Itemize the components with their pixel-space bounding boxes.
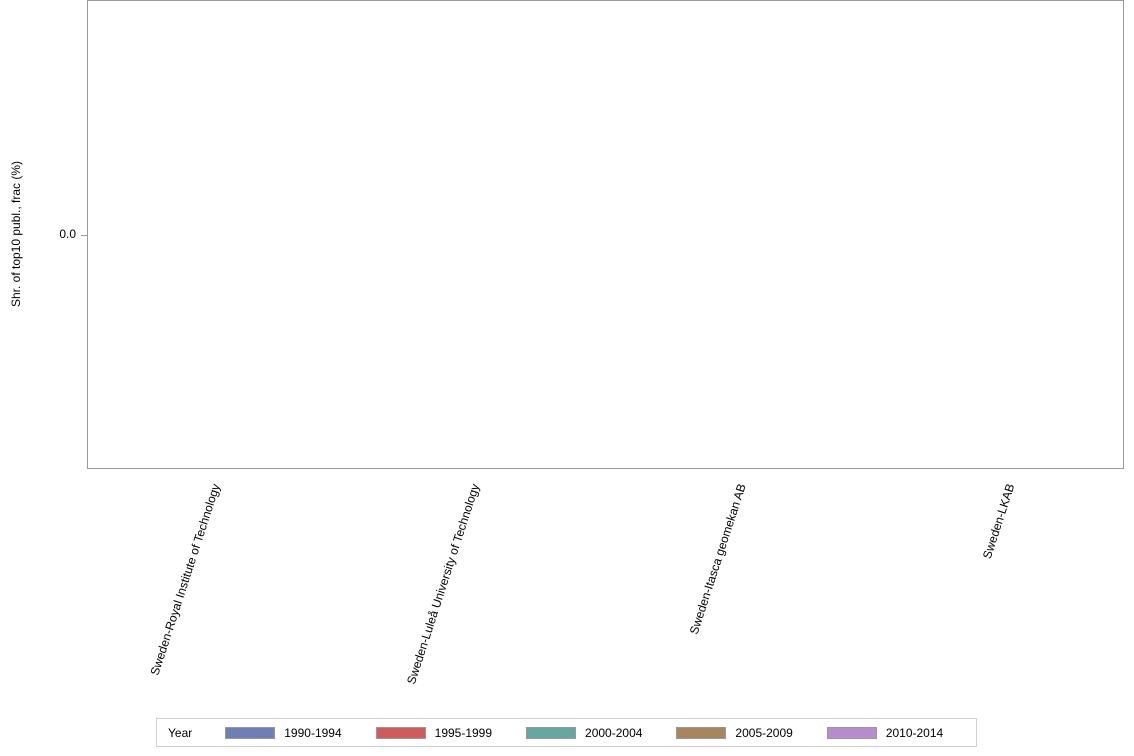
legend-swatch — [225, 726, 276, 739]
y-axis-title: Shr. of top10 publ., frac (%) — [9, 160, 23, 308]
legend-label: 1990-1994 — [284, 725, 342, 740]
legend-label: 2000-2004 — [585, 725, 643, 740]
legend-item-1995-1999: 1995-1999 — [375, 725, 493, 740]
y-tick-label: 0.0 — [59, 227, 76, 241]
legend-label: 2005-2009 — [735, 725, 793, 740]
x-label-itasca-geomekan: Sweden-Itasca geomekan AB — [686, 482, 749, 637]
x-label-lulea-university: Sweden-Luleå University of Technology — [404, 482, 483, 686]
legend-swatch — [826, 726, 877, 739]
legend-swatch — [676, 726, 727, 739]
legend-swatch — [526, 726, 577, 739]
legend-item-2010-2014: 2010-2014 — [826, 725, 944, 740]
plot-area — [87, 0, 1124, 469]
legend-item-1990-1994: 1990-1994 — [225, 725, 342, 740]
y-tick-mark — [81, 235, 87, 236]
x-label-lkab: Sweden-LKAB — [979, 482, 1018, 561]
legend-item-2005-2009: 2005-2009 — [676, 725, 793, 740]
legend: Year 1990-1994 1995-1999 2000-2004 2005-… — [156, 718, 977, 747]
x-label-royal-institute: Sweden-Royal Institute of Technology — [148, 482, 224, 678]
legend-item-2000-2004: 2000-2004 — [526, 726, 642, 740]
legend-label: 1995-1999 — [434, 725, 493, 740]
legend-title: Year — [168, 725, 193, 740]
legend-label: 2010-2014 — [885, 725, 944, 740]
legend-swatch — [375, 726, 426, 739]
